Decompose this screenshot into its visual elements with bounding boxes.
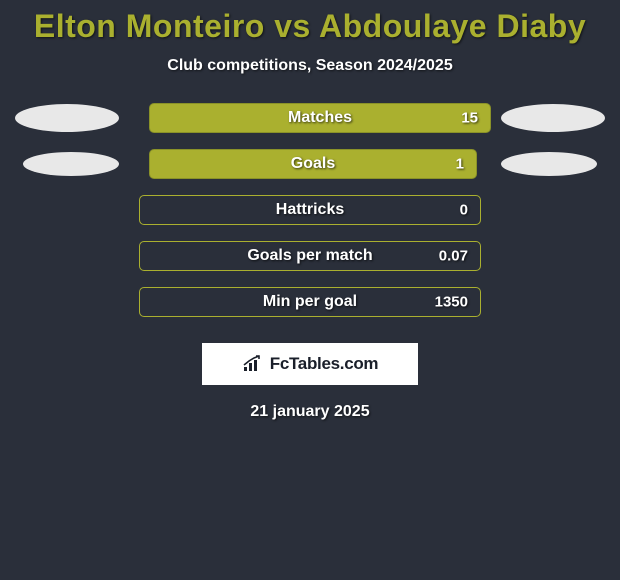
subtitle: Club competitions, Season 2024/2025 <box>167 57 452 75</box>
stat-bar: Matches 15 <box>149 103 491 133</box>
player-left-marker <box>23 152 119 176</box>
stat-label: Min per goal <box>263 293 357 311</box>
stat-label: Hattricks <box>276 201 344 219</box>
stat-row: Goals 1 <box>15 149 605 179</box>
stats-list: Matches 15 Goals 1 Hattricks 0 Goals per match… <box>15 103 605 333</box>
player-right-marker <box>501 152 597 176</box>
stat-row: Hattricks 0 <box>15 195 605 225</box>
stat-label: Matches <box>288 109 352 127</box>
player-right-marker <box>501 104 605 132</box>
page-title: Elton Monteiro vs Abdoulaye Diaby <box>34 8 586 45</box>
stat-value: 1 <box>456 156 464 173</box>
stat-row: Min per goal 1350 <box>15 287 605 317</box>
player-left-marker <box>15 104 119 132</box>
logo-inner: FcTables.com <box>242 354 379 374</box>
stat-bar: Goals 1 <box>149 149 477 179</box>
fctables-logo[interactable]: FcTables.com <box>202 343 418 385</box>
stat-label: Goals <box>291 155 335 173</box>
date-text: 21 january 2025 <box>250 403 369 421</box>
stat-value: 0 <box>460 202 468 219</box>
stat-value: 1350 <box>435 294 468 311</box>
stat-label: Goals per match <box>247 247 372 265</box>
stat-value: 15 <box>461 110 478 127</box>
chart-icon <box>242 355 264 373</box>
stat-row: Matches 15 <box>15 103 605 133</box>
stat-bar: Min per goal 1350 <box>139 287 481 317</box>
logo-text: FcTables.com <box>270 354 379 374</box>
stat-row: Goals per match 0.07 <box>15 241 605 271</box>
stat-value: 0.07 <box>439 248 468 265</box>
stats-comparison-card: Elton Monteiro vs Abdoulaye Diaby Club c… <box>0 0 620 421</box>
stat-bar: Hattricks 0 <box>139 195 481 225</box>
stat-bar: Goals per match 0.07 <box>139 241 481 271</box>
